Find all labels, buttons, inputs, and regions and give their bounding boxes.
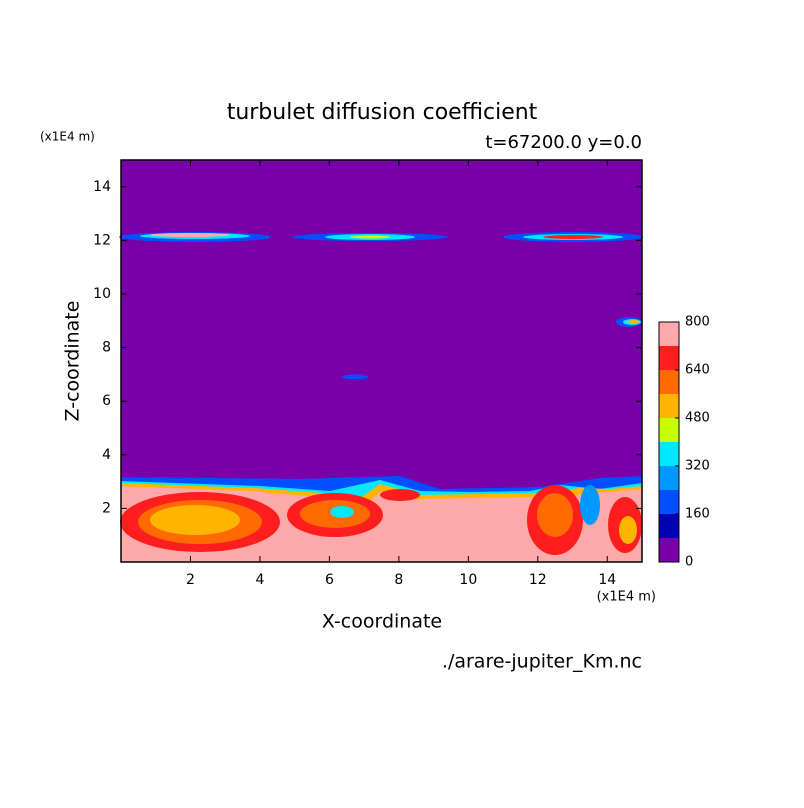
colorbar-tick-label: 480 [685,411,710,426]
contour-field [119,160,643,562]
colorbar-tick-label: 640 [685,363,710,378]
colorbar-band [659,418,679,442]
x-tick-label: 14 [598,572,616,588]
y-tick-label: 6 [102,393,111,409]
y-tick-label: 4 [102,447,111,463]
colorbar-band [659,466,679,490]
contour-band [150,505,240,535]
contour-band [380,489,420,501]
contour-band [350,235,390,239]
colorbar-band [659,322,679,346]
y-tick-label: 8 [102,340,111,356]
chart-subtitle: t=67200.0 y=0.0 [485,132,642,153]
colorbar-tick-label: 0 [685,555,693,570]
source-file: ./arare-jupiter_Km.nc [442,651,642,673]
y-tick-label: 14 [93,179,111,195]
x-tick-label: 8 [394,572,403,588]
x-unit: (x1E4 m) [597,590,656,605]
colorbar-band [659,394,679,418]
x-axis-label: X-coordinate [322,611,442,633]
x-tick-label: 6 [325,572,334,588]
y-axis-label: Z-coordinate [62,301,84,422]
colorbar-band [659,490,679,514]
chart-title: turbulet diffusion coefficient [227,100,538,125]
colorbar-band [659,538,679,562]
x-tick-label: 12 [529,572,547,588]
contour-band [342,374,368,380]
colorbar-tick-label: 160 [685,507,710,522]
contour-band [619,516,637,544]
contour-band [330,506,354,518]
y-unit: (x1E4 m) [40,130,95,144]
contour-band [580,485,600,525]
contour-band [537,493,573,537]
axes: 2 4 6 8 10 12 14 2 4 6 8 10 12 14 0 160 320 480 640 800 [93,159,710,588]
colorbar-band [659,442,679,466]
colorbar-band [659,514,679,538]
y-tick-label: 2 [102,500,111,516]
colorbar-band [659,346,679,370]
contour-band [543,235,603,239]
colorbar-tick-label: 320 [685,459,710,474]
contour-band [628,320,640,324]
y-tick-label: 10 [93,286,111,302]
x-tick-label: 10 [459,572,477,588]
colorbar-frame [658,321,680,563]
x-tick-label: 4 [255,572,264,588]
x-tick-label: 2 [186,572,195,588]
y-tick-label: 12 [93,232,111,248]
contour-band [464,512,512,548]
contour-band [150,233,230,237]
colorbar-band [659,370,679,394]
colorbar-tick-label: 800 [685,315,710,330]
plot-frame [120,159,643,563]
